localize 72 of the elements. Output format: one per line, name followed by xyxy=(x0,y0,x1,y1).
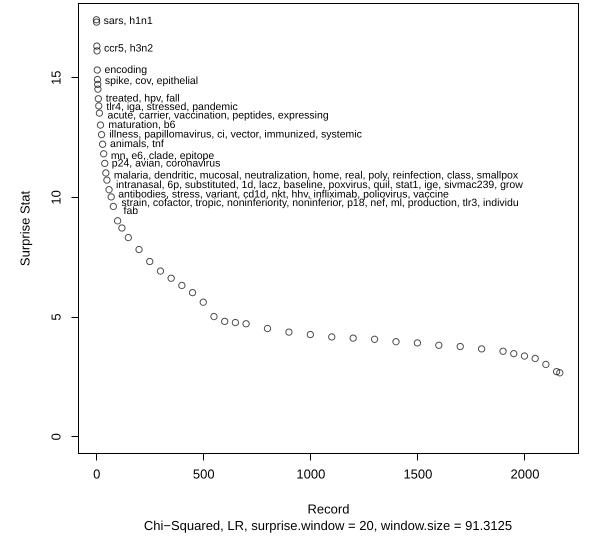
point xyxy=(392,338,400,346)
point xyxy=(103,176,111,184)
point xyxy=(200,298,207,306)
x-tick-label: 1500 xyxy=(403,466,432,482)
y-axis-title: Surprise Stat xyxy=(18,190,32,266)
point xyxy=(499,348,507,355)
point xyxy=(532,354,539,362)
point xyxy=(94,80,102,88)
point xyxy=(108,193,115,201)
point xyxy=(118,224,126,232)
point xyxy=(146,258,154,266)
point xyxy=(94,86,102,93)
x-tick-label: 2000 xyxy=(510,466,540,482)
annotation: sars, h1n1 xyxy=(104,14,153,27)
point xyxy=(94,76,102,84)
x-tick-label: 1000 xyxy=(296,466,326,482)
point xyxy=(556,369,564,376)
point xyxy=(370,336,378,343)
point xyxy=(478,345,486,353)
point xyxy=(221,318,228,326)
annotation: ccr5, h3n2 xyxy=(104,42,154,54)
annotation: encoding xyxy=(104,64,148,76)
y-tick-label: 10 xyxy=(48,190,64,205)
point xyxy=(124,234,132,242)
annotation: animals, tnf xyxy=(110,138,164,150)
x-tick-label: 500 xyxy=(192,466,215,482)
point xyxy=(102,169,110,177)
point xyxy=(306,330,314,338)
point xyxy=(93,47,101,55)
point xyxy=(98,140,106,148)
point xyxy=(105,186,113,194)
point xyxy=(414,339,422,347)
annotation: spike, cov, epithelial xyxy=(104,74,198,87)
point xyxy=(167,274,175,282)
point xyxy=(210,312,218,320)
point xyxy=(96,121,104,129)
y-tick-label: 15 xyxy=(48,70,64,85)
point xyxy=(135,246,143,254)
point xyxy=(96,109,104,117)
point xyxy=(456,342,464,350)
point xyxy=(92,16,100,24)
point xyxy=(100,150,108,158)
point xyxy=(94,95,102,102)
text: Chi−Squared, LR, surprise.window = 20, window.size = 91.3125 xyxy=(144,518,512,533)
point xyxy=(264,324,272,332)
x-tick-label: 0 xyxy=(93,466,100,482)
point xyxy=(110,202,117,210)
y-tick-label: 0 xyxy=(48,433,64,440)
point xyxy=(92,18,100,26)
point xyxy=(114,217,122,224)
point xyxy=(178,282,186,290)
point xyxy=(542,360,550,368)
point xyxy=(510,350,518,358)
y-tick-label: 5 xyxy=(48,313,64,321)
point xyxy=(232,318,240,326)
point xyxy=(95,102,102,110)
point xyxy=(552,368,560,376)
point xyxy=(328,333,336,341)
point xyxy=(156,267,164,275)
point xyxy=(188,288,196,296)
annotation: fab xyxy=(124,205,138,218)
point xyxy=(242,320,250,328)
x-axis-title: Record xyxy=(308,502,350,516)
point xyxy=(93,42,101,50)
point xyxy=(98,130,106,138)
point xyxy=(435,342,442,349)
point xyxy=(94,66,101,74)
point xyxy=(285,328,293,336)
annotation: malaria, dendritic, mucosal, neutralization, home, real, poly, reinfection, class, smallpox xyxy=(114,169,519,182)
point xyxy=(520,352,528,360)
point xyxy=(350,334,357,342)
point xyxy=(101,160,108,168)
